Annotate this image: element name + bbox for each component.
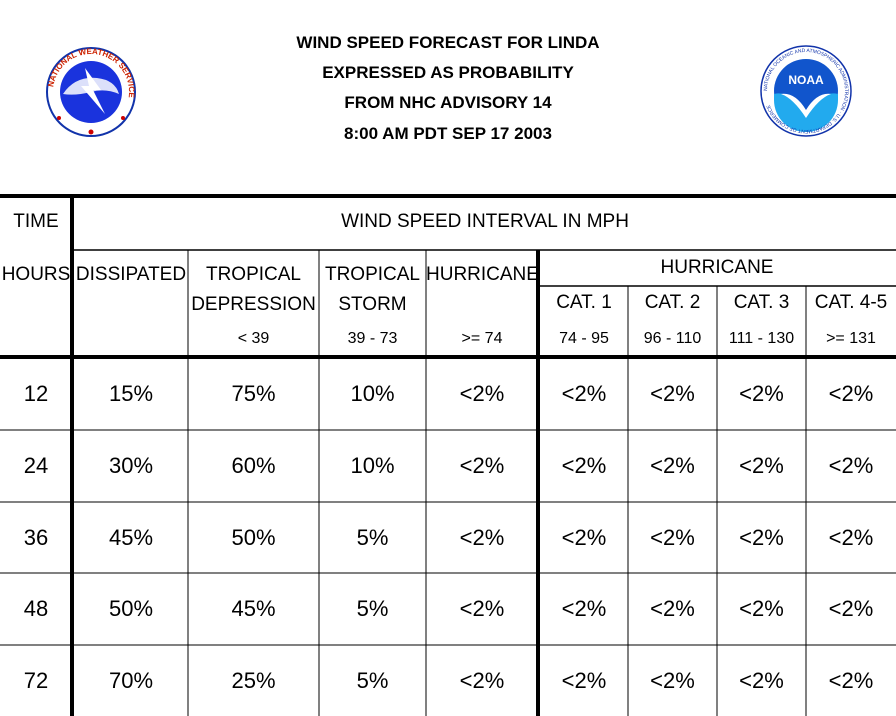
probability-cell: <2% [459, 524, 505, 550]
title-line-3: FROM NHC ADVISORY 14 [344, 93, 552, 112]
title-line-4: 8:00 AM PDT SEP 17 2003 [344, 124, 552, 143]
hours-cell: 36 [23, 524, 49, 550]
hours-cell: 24 [23, 453, 49, 478]
column-range-label: 111 - 130 [728, 330, 795, 347]
probability-cell: <2% [739, 380, 784, 406]
probability-cell: <2% [828, 380, 874, 406]
column-header-line1: CAT. 1 [556, 292, 612, 313]
probability-cell: <2% [459, 667, 505, 693]
probability-cell: <2% [459, 596, 505, 621]
probability-cell: 45% [108, 524, 154, 550]
probability-cell: <2% [459, 453, 505, 478]
column-header-line1: TROPICAL [205, 264, 302, 285]
column-header-line1: CAT. 3 [733, 292, 790, 313]
probability-cell: 5% [356, 667, 389, 693]
probability-cell: 25% [231, 667, 276, 693]
probability-cell: <2% [650, 596, 695, 621]
probability-cell: <2% [650, 380, 695, 406]
hurricane-group-header: HURRICANE [660, 257, 774, 278]
column-header-line1: CAT. 2 [644, 292, 701, 313]
hours-header: HOURS [1, 264, 71, 285]
probability-cell: <2% [828, 596, 874, 621]
probability-cell: 30% [108, 453, 154, 478]
probability-cell: <2% [650, 524, 695, 550]
probability-cell: <2% [561, 667, 607, 693]
probability-cell: <2% [828, 453, 874, 478]
probability-cell: <2% [828, 524, 874, 550]
probability-cell: <2% [650, 453, 695, 478]
noaa-center-text: NOAA [788, 73, 824, 87]
column-header-line1: HURRICANE [426, 264, 539, 285]
probability-cell: 15% [108, 380, 154, 406]
hours-cell: 48 [23, 596, 49, 621]
probability-cell: <2% [739, 524, 784, 550]
probability-cell: 10% [350, 380, 395, 406]
probability-cell: <2% [739, 596, 784, 621]
probability-cell: <2% [828, 667, 874, 693]
title-line-1: WIND SPEED FORECAST FOR LINDA [296, 33, 600, 52]
column-header-line1: TROPICAL [324, 264, 421, 285]
column-range-label: < 39 [237, 330, 270, 347]
title-line-2: EXPRESSED AS PROBABILITY [322, 63, 574, 82]
column-range-label: >= 131 [826, 330, 876, 347]
probability-cell: 75% [231, 380, 276, 406]
column-range-label: 74 - 95 [559, 330, 609, 347]
noaa-logo: NOAA NATIONAL OCEANIC AND ATMOSPHERIC AD… [759, 44, 853, 138]
hours-cell: 12 [23, 380, 49, 406]
probability-cell: <2% [650, 667, 695, 693]
probability-cell: 10% [350, 453, 395, 478]
column-header-line1: CAT. 4-5 [814, 292, 888, 313]
probability-cell: 45% [231, 596, 276, 621]
national-weather-service-logo: NATIONAL WEATHER SERVICE [45, 46, 137, 138]
column-header-line2: DEPRESSION [191, 294, 316, 315]
probability-cell: 50% [108, 596, 154, 621]
probability-cell: 5% [356, 596, 389, 621]
column-range-label: >= 74 [461, 330, 503, 347]
probability-cell: <2% [561, 596, 607, 621]
probability-cell: <2% [561, 380, 607, 406]
column-header-line1: DISSIPATED [75, 264, 187, 285]
hours-cell: 72 [23, 667, 49, 693]
wind-interval-header: WIND SPEED INTERVAL IN MPH [341, 211, 629, 232]
column-range-label: 96 - 110 [643, 330, 702, 347]
probability-cell: <2% [561, 453, 607, 478]
probability-cell: 70% [108, 667, 154, 693]
time-header: TIME [13, 211, 59, 232]
probability-cell: 60% [231, 453, 276, 478]
column-range-label: 39 - 73 [347, 330, 398, 347]
probability-cell: <2% [459, 380, 505, 406]
probability-cell: <2% [739, 453, 784, 478]
probability-cell: 50% [231, 524, 276, 550]
probability-cell: <2% [739, 667, 784, 693]
probability-cell: <2% [561, 524, 607, 550]
probability-cell: 5% [356, 524, 389, 550]
column-header-line2: STORM [338, 294, 407, 315]
